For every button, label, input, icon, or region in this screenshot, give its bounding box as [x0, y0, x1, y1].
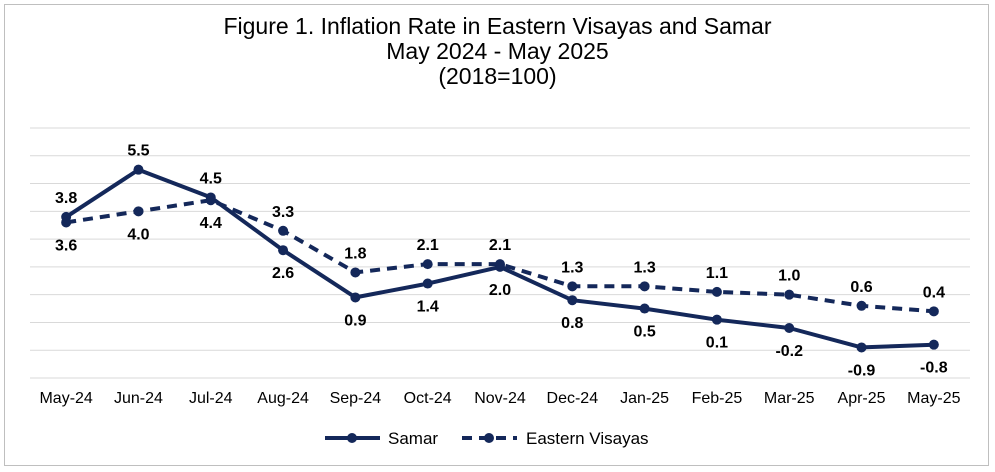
- samar-data-label: 1.4: [417, 299, 439, 316]
- x-tick-label: May-25: [907, 390, 960, 407]
- chart-title-block: Figure 1. Inflation Rate in Eastern Visa…: [0, 14, 995, 89]
- samar-point: [567, 295, 578, 306]
- x-tick-label: Jun-24: [114, 390, 163, 407]
- samar-point: [928, 339, 939, 350]
- eastern-visayas-data-label: 1.8: [344, 245, 366, 262]
- x-axis-ticks: May-24 Jun-24 Jul-24 Aug-24 Sep-24 Oct-24 Nov-…: [39, 390, 960, 407]
- eastern-visayas-point: [639, 281, 650, 292]
- series-points: [61, 164, 939, 353]
- x-tick-label: Nov-24: [474, 390, 526, 407]
- samar-data-label: 0.9: [344, 312, 366, 329]
- eastern-visayas-data-label: 0.6: [850, 279, 872, 296]
- eastern-visayas-point: [61, 217, 72, 228]
- eastern-visayas-data-label: 3.3: [272, 204, 294, 221]
- x-tick-label: Aug-24: [257, 390, 309, 407]
- x-tick-label: Feb-25: [692, 390, 743, 407]
- samar-data-label: 2.0: [489, 282, 511, 299]
- samar-data-label: 4.5: [200, 170, 222, 187]
- eastern-visayas-point: [928, 306, 939, 317]
- chart-frame: [4, 4, 989, 466]
- eastern-visayas-legend-marker: [484, 433, 494, 443]
- eastern-visayas-data-label: 1.3: [633, 259, 655, 276]
- eastern-visayas-point: [350, 267, 361, 278]
- samar-data-label: 5.5: [127, 143, 149, 160]
- gridlines: [30, 127, 970, 379]
- eastern-visayas-point: [278, 225, 289, 236]
- samar-point: [133, 164, 144, 175]
- x-tick-label: May-24: [39, 390, 92, 407]
- eastern-visayas-data-label: 4.4: [200, 215, 222, 232]
- eastern-visayas-point: [133, 206, 144, 217]
- chart-subtitle-base: (2018=100): [438, 63, 557, 89]
- chart-subtitle: May 2024 - May 2025: [386, 38, 609, 64]
- samar-series-line: [65, 167, 934, 350]
- x-tick-label: Sep-24: [330, 390, 382, 407]
- eastern-visayas-point: [856, 300, 867, 311]
- eastern-visayas-point: [784, 289, 795, 300]
- data-labels: 3.8 3.6 5.5 4.0 4.5 4.4 2.6 3.3 0.9 1.8 1.4 2.1 2.0 2…: [55, 143, 948, 380]
- samar-legend-label: Samar: [388, 429, 438, 448]
- eastern-visayas-point: [205, 195, 216, 206]
- eastern-visayas-data-label: 2.1: [489, 237, 511, 254]
- x-tick-label: Jan-25: [620, 390, 669, 407]
- samar-point: [422, 278, 433, 289]
- x-tick-label: Jul-24: [189, 390, 233, 407]
- samar-point: [856, 342, 867, 353]
- samar-data-label: 3.8: [55, 190, 77, 207]
- samar-data-label: 2.6: [272, 265, 294, 282]
- legend: Samar Eastern Visayas: [325, 429, 649, 448]
- samar-data-label: 0.8: [561, 315, 583, 332]
- x-tick-label: Oct-24: [404, 390, 452, 407]
- x-tick-label: Mar-25: [764, 390, 815, 407]
- eastern-visayas-point: [422, 259, 433, 270]
- eastern-visayas-data-label: 2.1: [417, 237, 439, 254]
- samar-point: [784, 323, 795, 333]
- eastern-visayas-data-label: 1.3: [561, 259, 583, 276]
- eastern-visayas-data-label: 3.6: [55, 237, 77, 254]
- samar-point: [711, 314, 722, 325]
- x-tick-label: Dec-24: [547, 390, 599, 407]
- eastern-visayas-data-label: 0.4: [923, 284, 945, 301]
- eastern-visayas-point: [567, 281, 578, 292]
- samar-data-label: 0.1: [706, 335, 728, 352]
- x-tick-label: Apr-25: [838, 390, 886, 407]
- eastern-visayas-legend-label: Eastern Visayas: [526, 429, 649, 448]
- chart-title: Figure 1. Inflation Rate in Eastern Visa…: [223, 13, 772, 39]
- eastern-visayas-point: [495, 259, 505, 270]
- samar-data-label: -0.2: [775, 343, 803, 360]
- samar-point: [350, 292, 361, 303]
- samar-data-label: -0.8: [920, 360, 948, 377]
- eastern-visayas-point: [711, 286, 722, 297]
- samar-point: [278, 245, 289, 256]
- eastern-visayas-data-label: 4.0: [127, 226, 149, 243]
- samar-data-label: 0.5: [633, 324, 655, 341]
- samar-legend-marker: [347, 433, 357, 443]
- series-lines: [65, 167, 934, 350]
- samar-data-label: -0.9: [848, 362, 876, 379]
- eastern-visayas-data-label: 1.1: [706, 265, 728, 282]
- eastern-visayas-data-label: 1.0: [778, 268, 800, 285]
- samar-point: [639, 303, 650, 314]
